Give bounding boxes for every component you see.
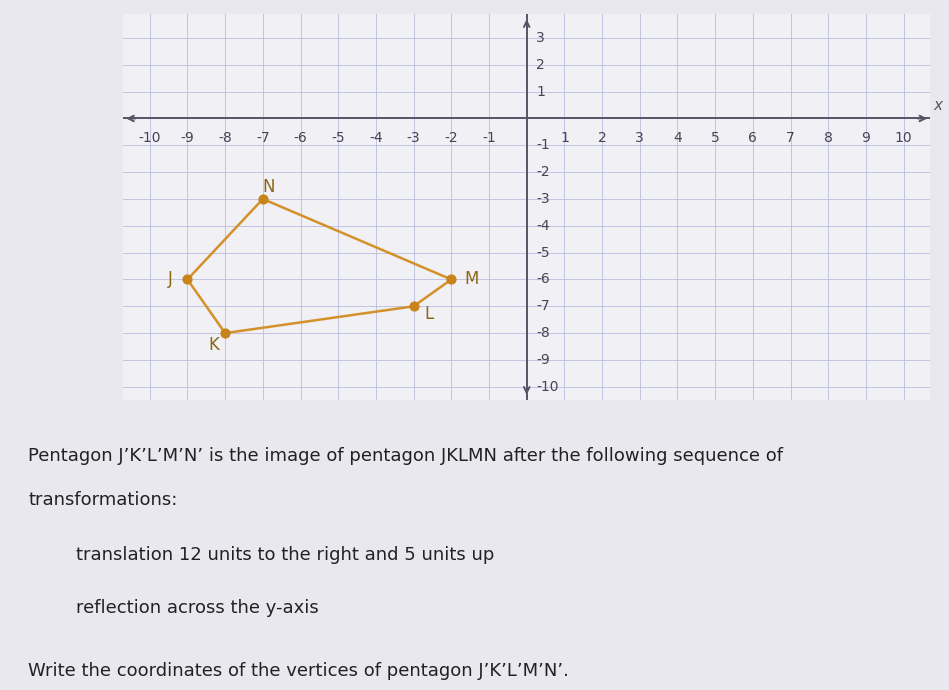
Text: Pentagon J’K’L’M’N’ is the image of pentagon JKLMN after the following sequence : Pentagon J’K’L’M’N’ is the image of pent… (28, 447, 784, 465)
Text: 2: 2 (536, 58, 545, 72)
Text: 6: 6 (749, 130, 757, 144)
Text: 4: 4 (673, 130, 681, 144)
Text: -7: -7 (256, 130, 270, 144)
Text: 10: 10 (895, 130, 912, 144)
Text: transformations:: transformations: (28, 491, 177, 509)
Point (180, 274, 195, 285)
Text: 7: 7 (786, 130, 795, 144)
Text: -1: -1 (536, 138, 549, 152)
Text: -10: -10 (536, 380, 559, 394)
Text: -4: -4 (369, 130, 382, 144)
Text: 8: 8 (824, 130, 832, 144)
Text: x: x (934, 98, 942, 113)
Text: 5: 5 (711, 130, 719, 144)
Text: 3: 3 (636, 130, 644, 144)
Text: -8: -8 (536, 326, 549, 340)
Text: -8: -8 (218, 130, 232, 144)
Text: 1: 1 (536, 85, 545, 99)
Text: -5: -5 (536, 246, 549, 259)
Text: -6: -6 (536, 273, 549, 286)
Text: -1: -1 (482, 130, 496, 144)
Text: J: J (168, 270, 173, 288)
Text: K: K (209, 336, 219, 354)
Text: -7: -7 (536, 299, 549, 313)
Text: -10: -10 (139, 130, 161, 144)
Text: reflection across the y-axis: reflection across the y-axis (76, 599, 319, 617)
Text: -2: -2 (444, 130, 458, 144)
Text: 9: 9 (862, 130, 870, 144)
Text: 2: 2 (598, 130, 606, 144)
Text: Write the coordinates of the vertices of pentagon J’K’L’M’N’.: Write the coordinates of the vertices of… (28, 662, 569, 680)
Text: -9: -9 (536, 353, 549, 367)
Text: M: M (465, 270, 479, 288)
Text: N: N (262, 178, 275, 196)
Text: -3: -3 (536, 192, 549, 206)
Point (217, 328, 233, 339)
Text: -3: -3 (407, 130, 420, 144)
Point (255, 193, 270, 204)
Text: L: L (424, 306, 434, 324)
Text: 3: 3 (536, 31, 545, 45)
Text: -6: -6 (293, 130, 307, 144)
Text: -2: -2 (536, 165, 549, 179)
Point (444, 274, 459, 285)
Point (406, 301, 421, 312)
Text: -9: -9 (180, 130, 195, 144)
Text: -4: -4 (536, 219, 549, 233)
Text: translation 12 units to the right and 5 units up: translation 12 units to the right and 5 … (76, 546, 494, 564)
Text: -5: -5 (331, 130, 345, 144)
Text: 1: 1 (560, 130, 568, 144)
